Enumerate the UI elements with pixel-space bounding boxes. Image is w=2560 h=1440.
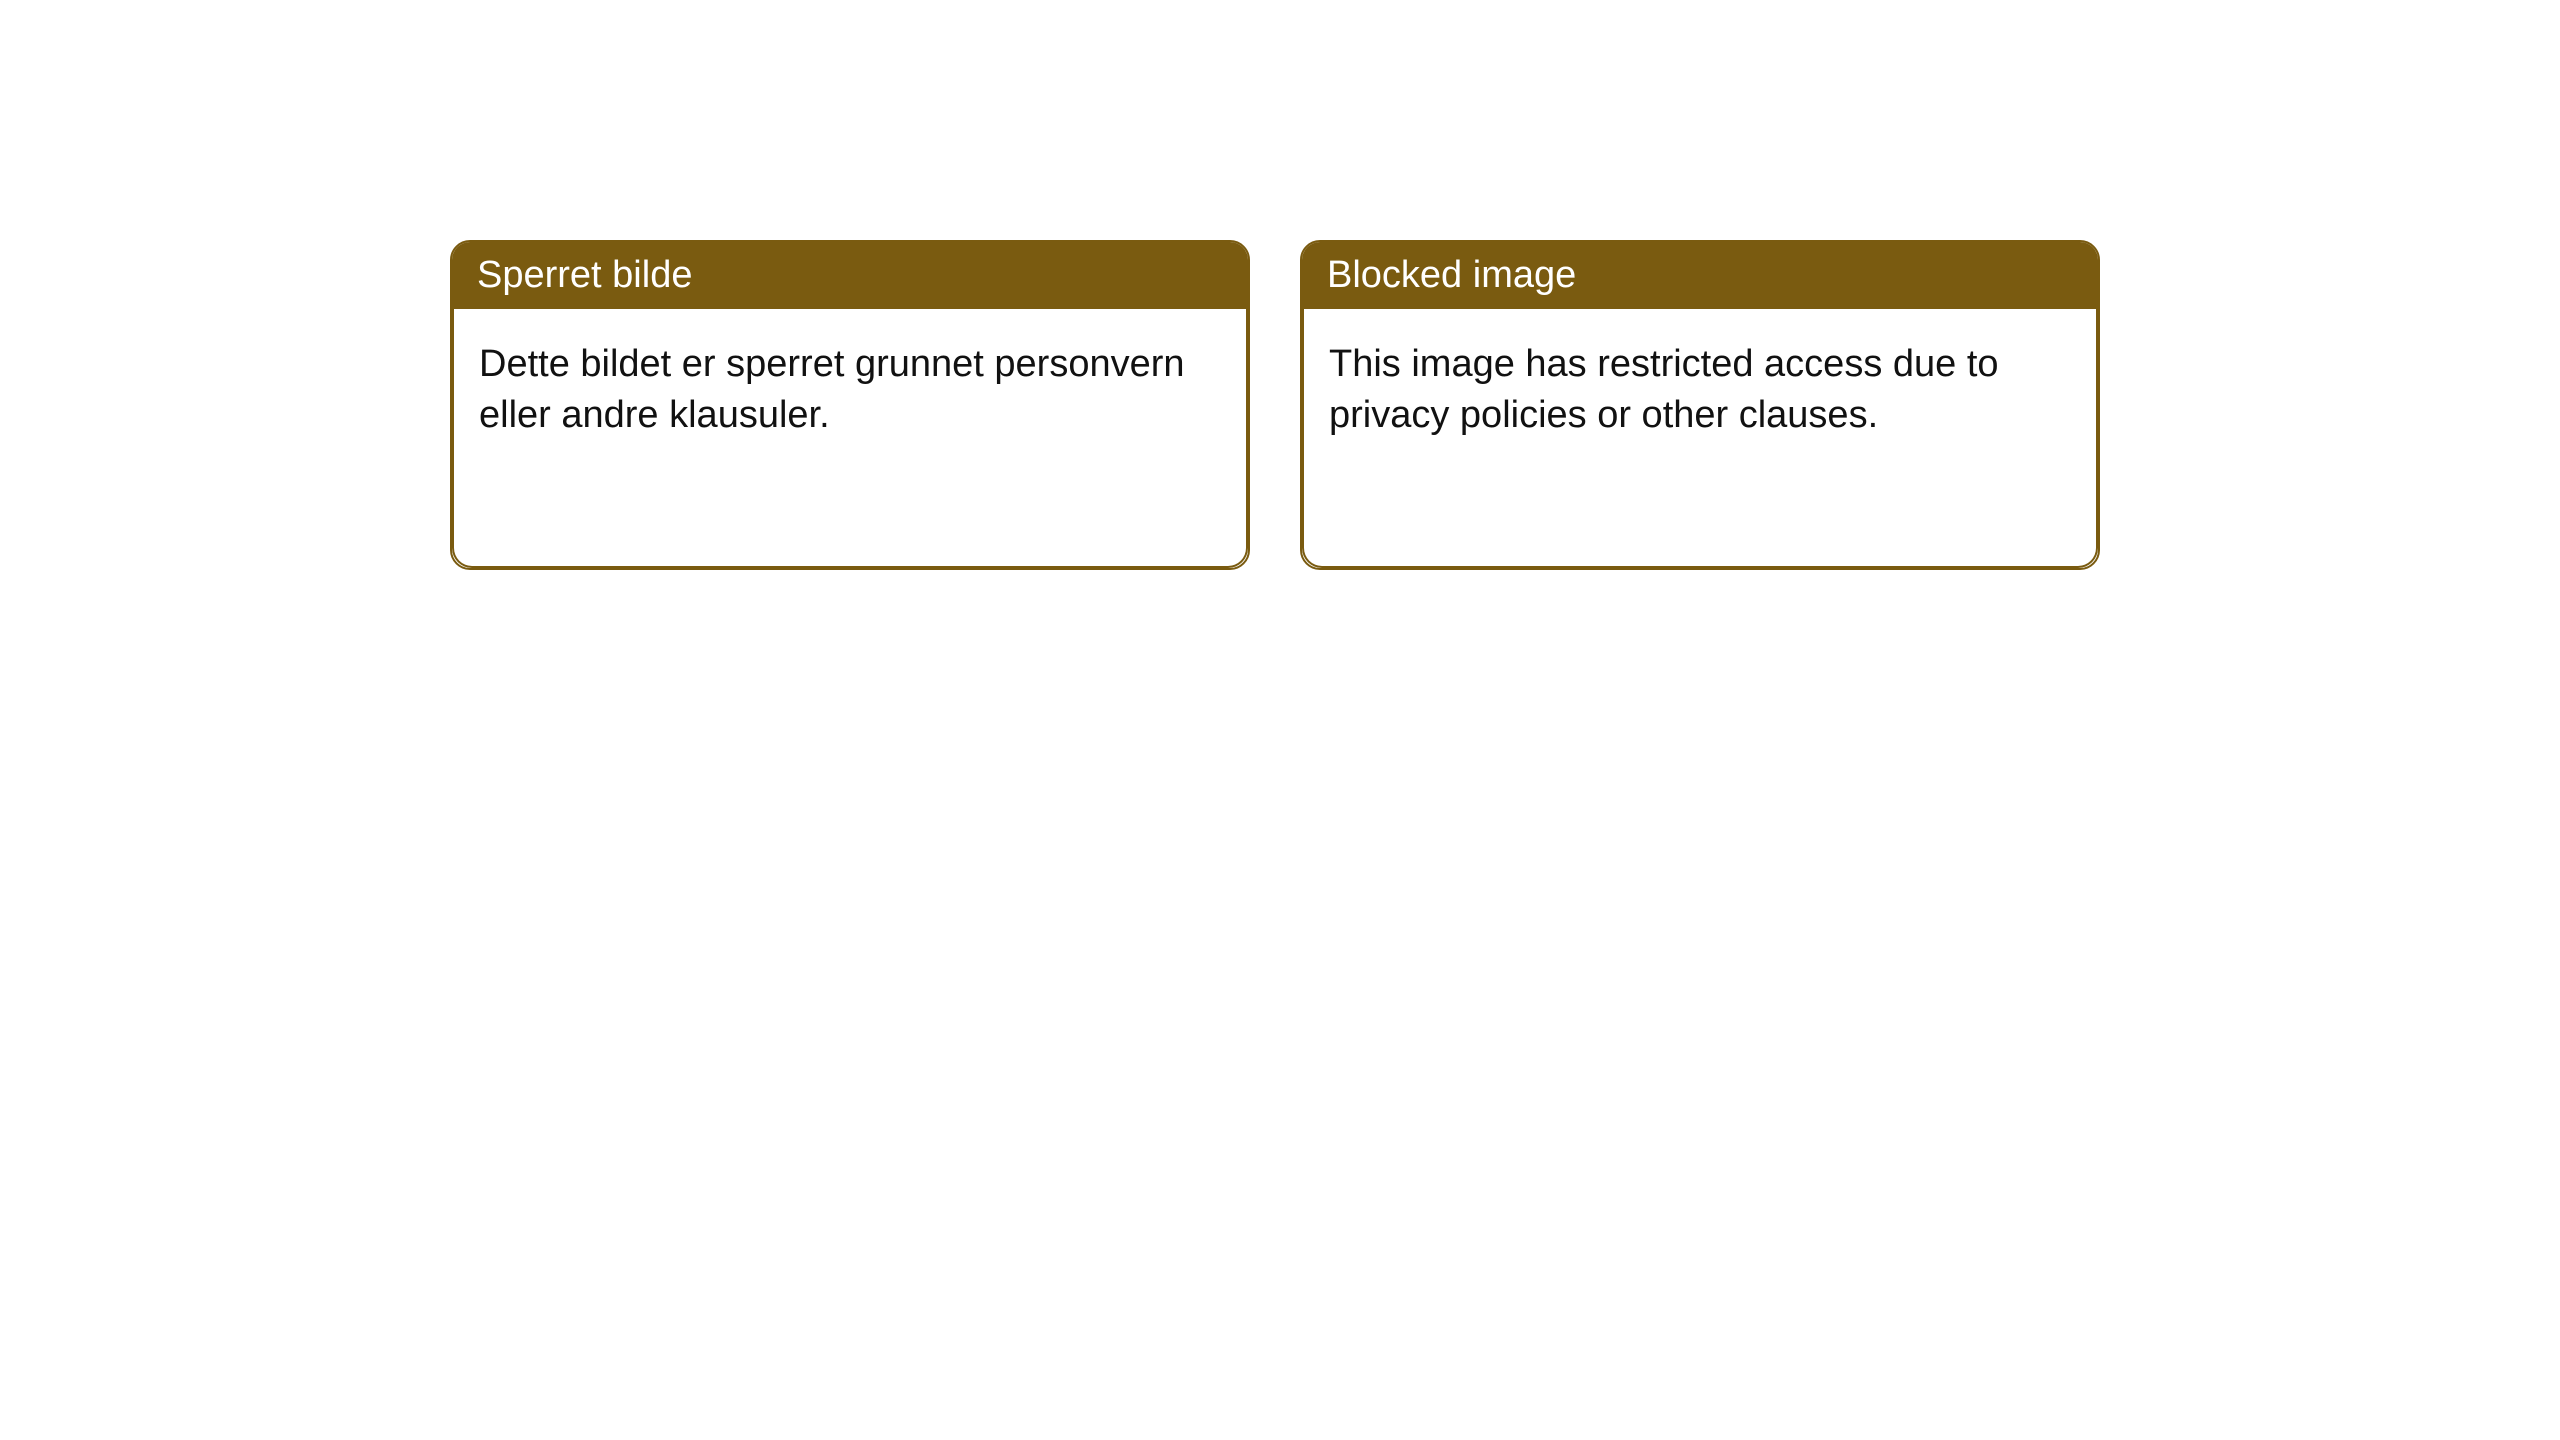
card-body: Dette bildet er sperret grunnet personve… [452, 309, 1248, 568]
notice-card-norwegian: Sperret bilde Dette bildet er sperret gr… [450, 240, 1250, 570]
card-title: Blocked image [1327, 254, 1576, 296]
card-header: Sperret bilde [452, 242, 1248, 309]
notice-cards-container: Sperret bilde Dette bildet er sperret gr… [0, 0, 2560, 570]
card-body-text: This image has restricted access due to … [1329, 343, 1999, 436]
card-header: Blocked image [1302, 242, 2098, 309]
card-body-text: Dette bildet er sperret grunnet personve… [479, 343, 1185, 436]
notice-card-english: Blocked image This image has restricted … [1300, 240, 2100, 570]
card-title: Sperret bilde [477, 254, 692, 296]
card-body: This image has restricted access due to … [1302, 309, 2098, 568]
